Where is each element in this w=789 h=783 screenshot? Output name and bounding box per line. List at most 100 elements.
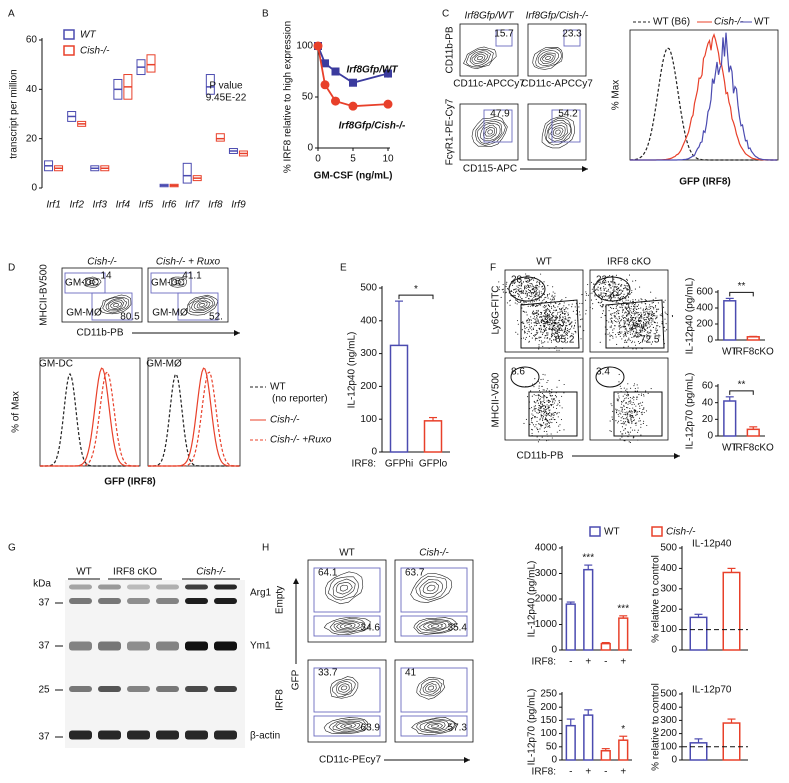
event-dot — [587, 294, 589, 296]
y-tick-label: 40 — [702, 397, 714, 408]
event-dot — [628, 306, 630, 308]
event-dot — [641, 320, 643, 322]
event-dot — [650, 388, 652, 390]
event-dot — [629, 314, 631, 316]
event-dot — [514, 295, 516, 297]
event-dot — [545, 311, 547, 313]
event-dot — [631, 328, 633, 331]
event-dot — [631, 319, 633, 321]
event-dot — [632, 316, 634, 318]
event-dot — [632, 299, 634, 301]
event-dot — [561, 307, 563, 309]
plot-frame — [504, 357, 584, 441]
event-dot — [592, 291, 594, 293]
y-axis-label: Ly6G-FITC — [491, 285, 502, 334]
event-dot — [551, 298, 553, 300]
event-dot — [543, 389, 545, 391]
event-dot — [625, 297, 627, 299]
event-dot — [612, 332, 614, 334]
event-dot — [634, 387, 636, 390]
event-dot — [627, 403, 629, 405]
event-dot — [517, 290, 520, 292]
panel-letter: D — [8, 263, 15, 274]
event-dot — [547, 332, 549, 334]
event-dot — [607, 290, 609, 292]
event-dot — [611, 334, 613, 336]
event-dot — [643, 394, 645, 396]
event-dot — [641, 327, 643, 329]
event-dot — [620, 420, 622, 422]
event-dot — [557, 311, 559, 313]
bar — [746, 428, 760, 437]
event-dot — [533, 296, 535, 298]
event-dot — [645, 321, 647, 323]
event-dot — [531, 432, 533, 434]
event-dot — [545, 408, 547, 411]
y-tick-label: 500 — [660, 689, 677, 700]
event-dot — [550, 303, 552, 305]
event-dot — [501, 289, 503, 291]
event-dot — [659, 314, 661, 316]
event-dot — [567, 329, 569, 332]
event-dot — [541, 312, 543, 314]
event-dot — [550, 328, 552, 330]
event-dot — [635, 323, 637, 325]
event-dot — [589, 306, 591, 308]
event-dot — [609, 334, 611, 336]
event-dot — [585, 291, 587, 293]
event-dot — [636, 332, 638, 334]
contour — [425, 683, 437, 693]
event-dot — [578, 306, 580, 308]
event-dot — [550, 306, 552, 308]
event-dot — [535, 312, 537, 314]
event-dot — [547, 324, 549, 326]
event-dot — [536, 317, 538, 319]
gate-name: GM-DC — [151, 278, 185, 289]
y-tick-label: 60 — [26, 35, 38, 46]
event-dot — [535, 324, 538, 327]
event-dot — [530, 322, 532, 324]
event-dot — [585, 294, 587, 296]
event-dot — [635, 311, 637, 313]
event-dot — [511, 284, 514, 286]
event-dot — [626, 411, 628, 413]
x-tick-label: GFPhi — [385, 459, 413, 470]
event-dot — [536, 323, 538, 325]
event-dot — [631, 414, 633, 417]
event-dot — [609, 275, 611, 277]
x-tick-label: 0 — [315, 154, 321, 165]
y-axis-label: % relative to control — [651, 555, 662, 643]
event-dot — [647, 331, 649, 333]
event-dot — [635, 320, 637, 322]
x-tick-label: Irf2 — [69, 200, 84, 211]
event-dot — [632, 310, 635, 313]
event-dot — [656, 308, 658, 310]
event-dot — [613, 290, 616, 292]
blot-band — [98, 730, 121, 740]
event-dot — [615, 320, 617, 323]
event-dot — [559, 326, 561, 328]
event-dot — [538, 290, 540, 292]
event-dot — [622, 416, 624, 418]
event-dot — [572, 310, 574, 312]
event-dot — [542, 417, 544, 419]
contour — [555, 129, 561, 135]
event-dot — [545, 390, 547, 392]
event-dot — [612, 285, 614, 287]
event-dot — [627, 285, 629, 287]
event-dot — [634, 288, 636, 290]
event-dot — [624, 320, 626, 322]
gate-value: 64.1 — [318, 568, 338, 579]
event-dot — [528, 320, 530, 322]
event-dot — [524, 285, 526, 287]
gate-value: 72.5 — [640, 335, 660, 346]
event-dot — [622, 314, 624, 316]
event-dot — [647, 341, 649, 343]
event-dot — [618, 310, 620, 312]
event-dot — [617, 309, 619, 311]
event-dot — [645, 329, 647, 331]
event-dot — [622, 395, 624, 397]
event-dot — [539, 399, 541, 401]
event-dot — [641, 317, 643, 319]
contour — [323, 616, 371, 635]
